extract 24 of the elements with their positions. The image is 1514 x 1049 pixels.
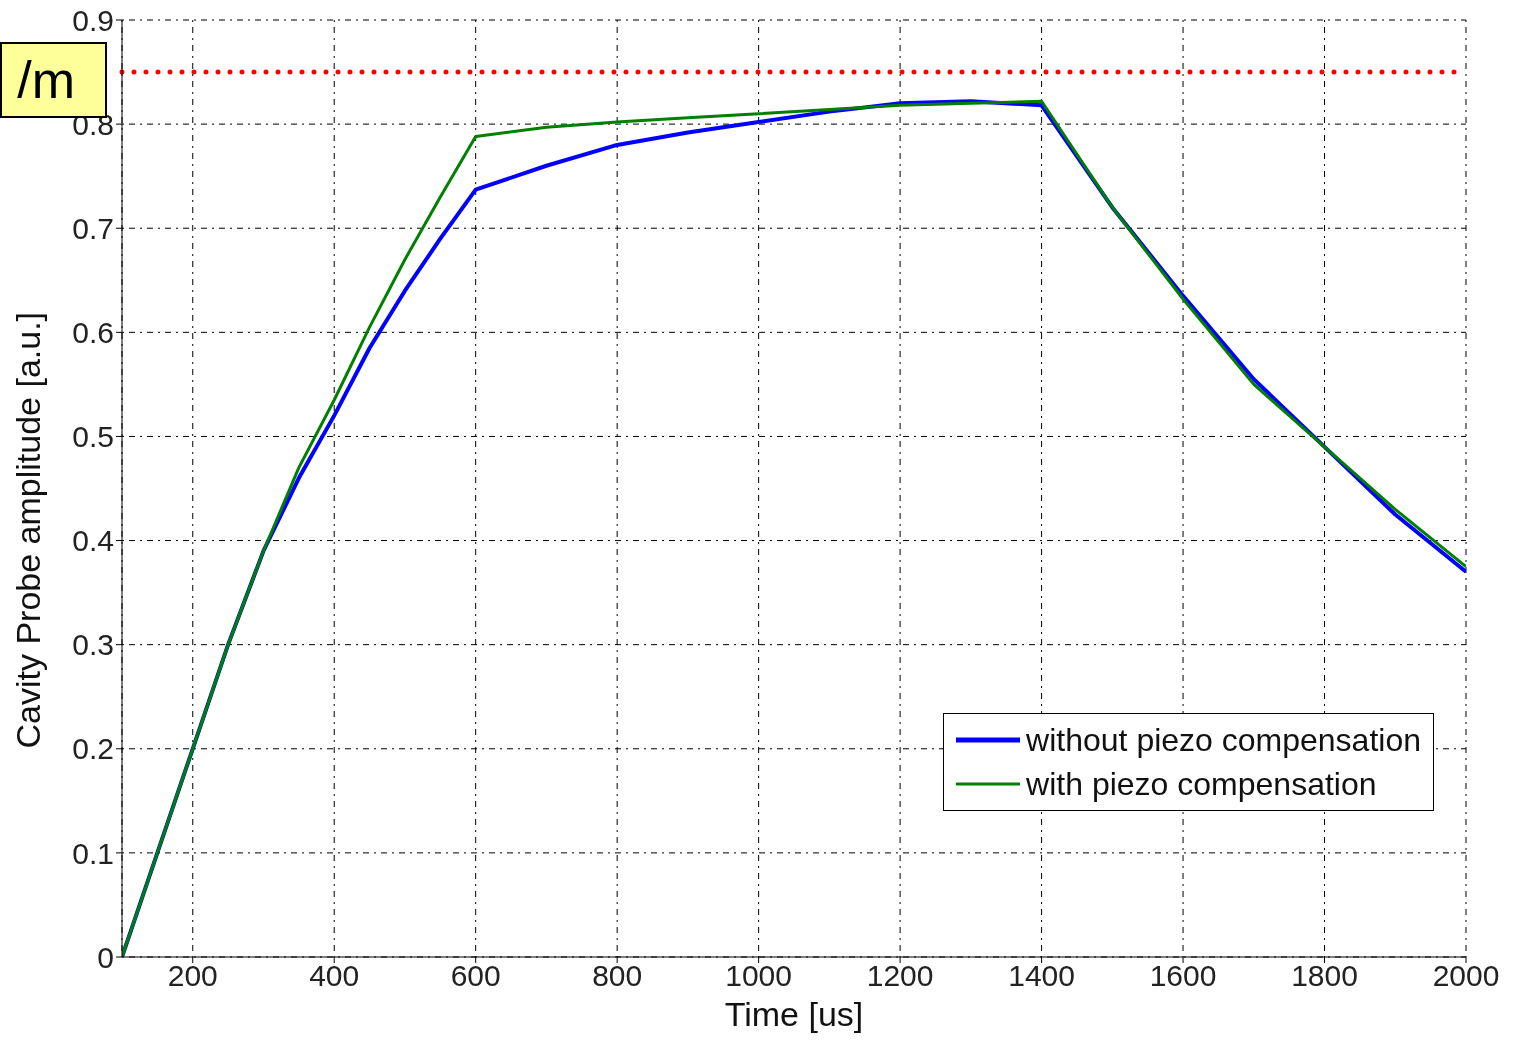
- x-tick-label: 600: [450, 959, 501, 993]
- y-tick-label: 0.4: [72, 524, 114, 558]
- x-axis-title: Time [us]: [724, 995, 864, 1033]
- y-tick-label: 0.2: [72, 732, 114, 766]
- x-tick-label: 2000: [1432, 959, 1500, 993]
- legend-label: with piezo compensation: [1026, 765, 1377, 804]
- x-tick-label: 1000: [725, 959, 793, 993]
- y-tick-label: 0.5: [72, 420, 114, 454]
- x-tick-label: 1400: [1008, 959, 1075, 993]
- y-axis-title: Cavity Probe amplitude [a.u.]: [9, 311, 48, 749]
- y-tick-label: 0.3: [72, 628, 114, 662]
- y-tick-label: 0.6: [72, 315, 114, 349]
- x-tick-label: 200: [167, 959, 218, 993]
- x-tick-label: 1800: [1291, 959, 1358, 993]
- legend-label: without piezo compensation: [1026, 721, 1421, 760]
- x-tick-label: 1200: [866, 959, 934, 993]
- text: /m: [0, 42, 107, 118]
- y-tick-label: 0.1: [72, 836, 114, 870]
- x-tick-label: 400: [309, 959, 360, 993]
- y-tick-label: 0.7: [72, 211, 114, 245]
- y-tick-label: 0: [97, 940, 114, 974]
- y-tick-label: 0.9: [72, 3, 114, 37]
- x-tick-label: 1600: [1149, 959, 1217, 993]
- x-tick-label: 800: [592, 959, 643, 993]
